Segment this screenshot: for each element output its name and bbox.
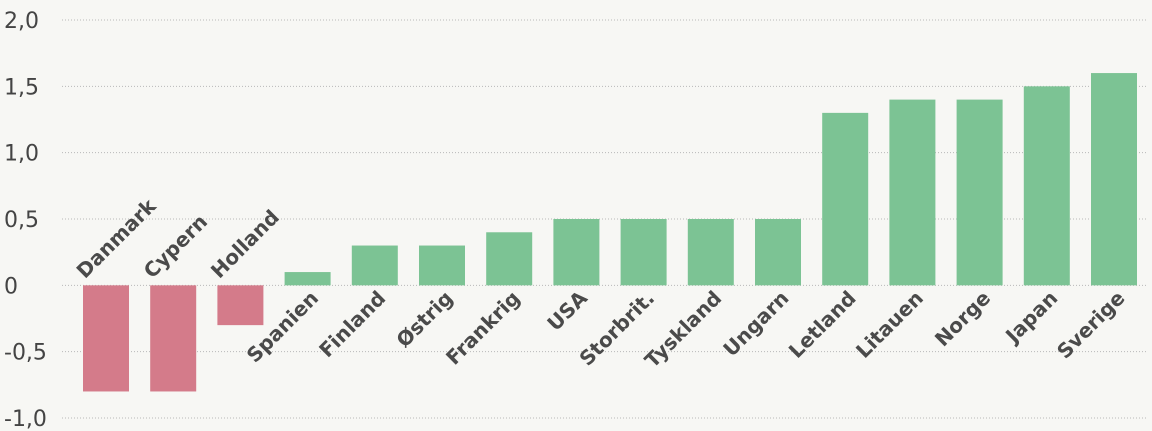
category-label: Ungarn [718, 286, 793, 361]
bar-letland [822, 112, 869, 286]
category-label: Holland [206, 205, 284, 283]
bar-danmark [83, 285, 129, 392]
y-axis-tick-labels: 2,0 1,5 1,0 0,5 0 -0,5 -1,0 [4, 9, 47, 431]
y-tick-label: -1,0 [4, 407, 47, 431]
category-label: Finland [314, 286, 390, 362]
bar-norge [956, 99, 1003, 286]
y-tick-label: 0,5 [4, 208, 39, 233]
category-label: Østrig [391, 286, 457, 352]
bar-ungarn [755, 219, 801, 286]
category-label: Letland [784, 286, 861, 363]
y-tick-label: 1,5 [4, 75, 39, 100]
bar-storbrit- [620, 219, 667, 286]
y-tick-label: 0 [4, 274, 18, 299]
bar-holland [217, 285, 264, 326]
category-label: Japan [999, 286, 1062, 349]
bar-tyskland [687, 219, 734, 286]
bar-usa [553, 219, 600, 286]
category-label: USA [542, 286, 592, 336]
category-label: Frankrig [441, 286, 525, 370]
gridlines [62, 19, 1148, 419]
bar-sverige [1091, 73, 1137, 286]
y-tick-label: -0,5 [4, 341, 47, 366]
bar-finland [351, 245, 398, 286]
category-label: Litauen [851, 286, 928, 363]
bar-japan [1023, 86, 1070, 286]
bar-cypern [150, 285, 197, 392]
bar-østrig [419, 245, 465, 286]
bars [83, 73, 1137, 392]
bar-frankrig [486, 232, 533, 286]
y-tick-label: 2,0 [4, 9, 39, 34]
bar-spanien [284, 272, 331, 286]
category-label: Sverige [1052, 286, 1130, 364]
y-tick-label: 1,0 [4, 142, 39, 167]
bar-litauen [889, 99, 936, 286]
category-label: Norge [930, 286, 995, 351]
